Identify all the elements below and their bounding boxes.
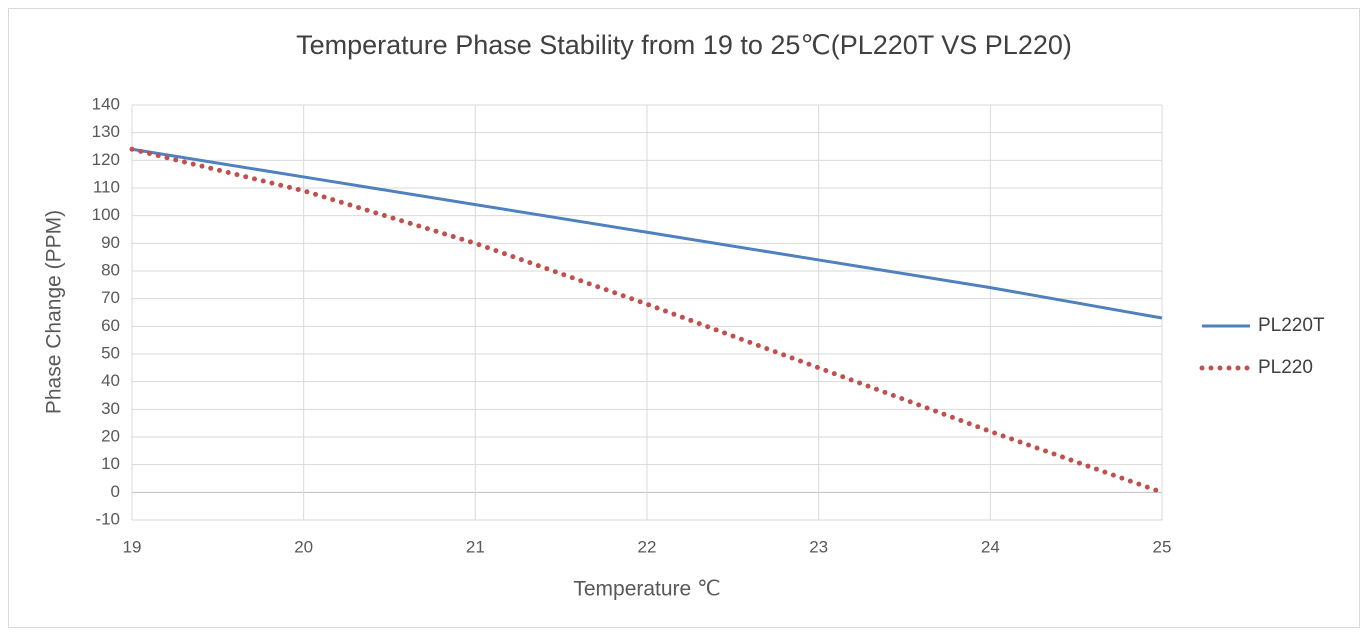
x-axis-label: Temperature ℃ [573,578,720,601]
series-line [129,146,1165,495]
chart-title: Temperature Phase Stability from 19 to 2… [296,30,1072,60]
legend-label: PL220 [1258,357,1313,378]
series-line [131,147,1163,320]
y-tick-label: 50 [101,343,120,362]
y-tick-label: 120 [92,150,120,169]
legend-label: PL220T [1258,315,1325,336]
y-tick-label: 80 [101,260,120,279]
x-tick-label: 23 [809,537,828,556]
y-tick-label: 130 [92,122,120,141]
y-tick-label: 0 [111,482,120,501]
y-tick-label: 60 [101,316,120,335]
x-tick-label: 24 [981,537,1000,556]
y-tick-label: 40 [101,371,120,390]
x-tick-label: 20 [294,537,313,556]
y-tick-label: 70 [101,288,120,307]
y-tick-label: 90 [101,233,120,252]
y-tick-label: 100 [92,205,120,224]
y-tick-label: 20 [101,426,120,445]
x-tick-label: 22 [638,537,657,556]
y-tick-label: -10 [95,509,120,528]
x-tick-label: 25 [1153,537,1172,556]
y-tick-label: 10 [101,454,120,473]
x-tick-label: 19 [123,537,142,556]
y-tick-label: 110 [93,177,120,196]
x-tick-label: 21 [466,537,485,556]
y-axis-label: Phase Change (PPM) [43,210,66,414]
y-tick-label: 30 [101,399,120,418]
y-tick-label: 140 [92,94,120,113]
